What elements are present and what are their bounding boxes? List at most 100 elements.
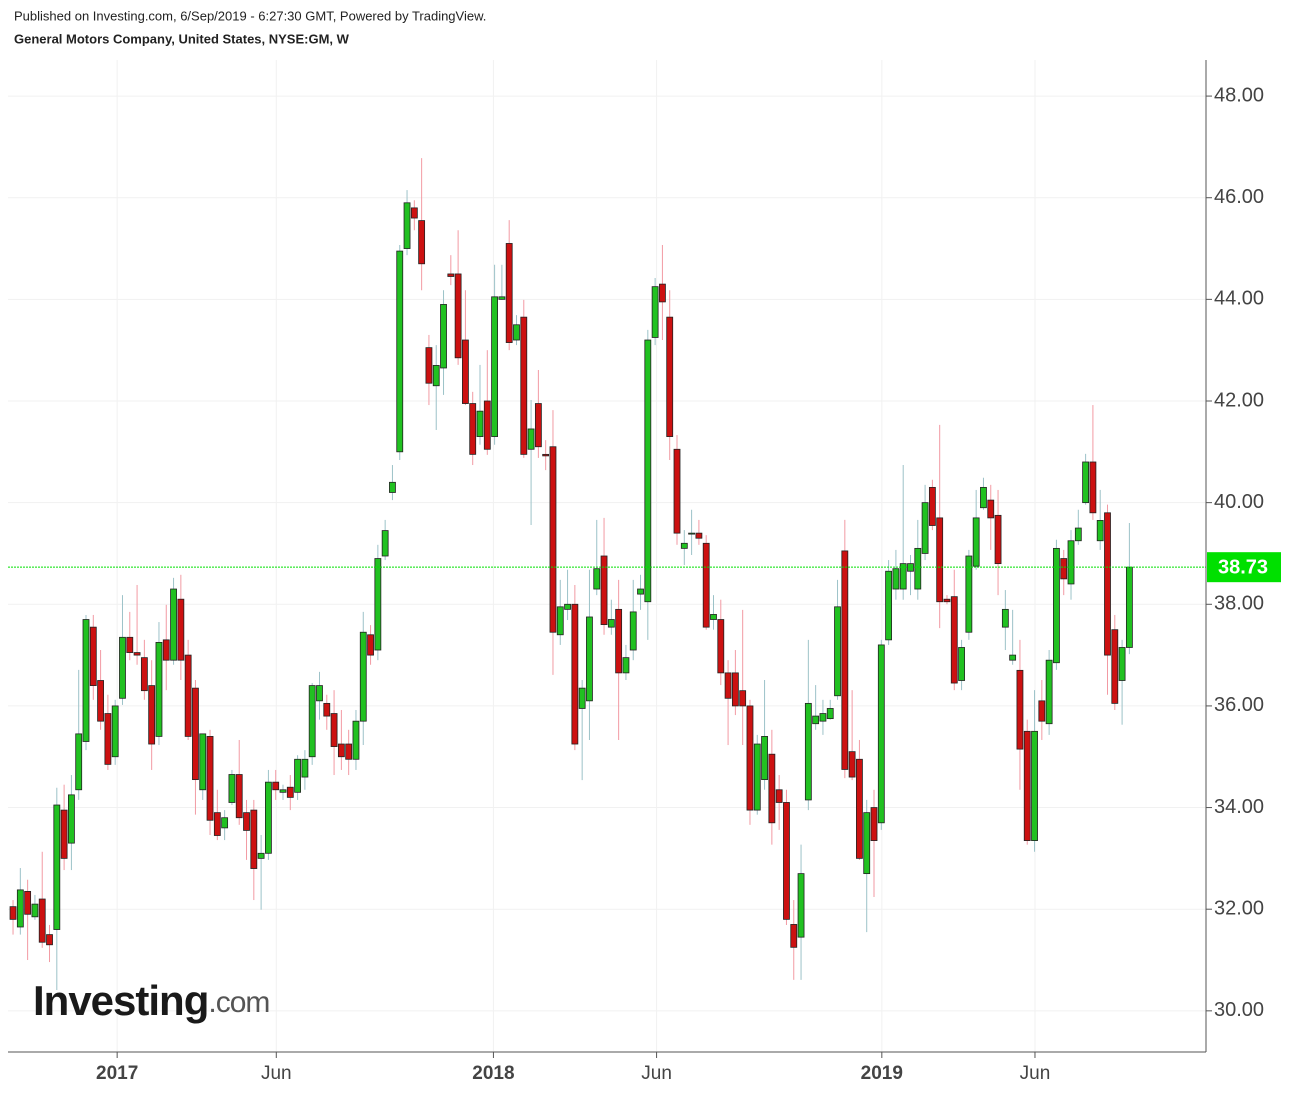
candle-body — [294, 758, 301, 793]
candle-body — [177, 598, 185, 661]
candle-body — [928, 486, 936, 526]
candle-body — [111, 705, 119, 758]
axes: 30.00 32.00 34.00 36.00 38.00 40.00 42.00 44.00… — [8, 60, 1281, 1084]
candle-body — [819, 713, 827, 722]
candle-body — [921, 502, 929, 554]
candle-body — [1067, 540, 1075, 585]
candle-body — [476, 410, 484, 437]
y-tick-label: 36.00 — [1214, 694, 1264, 716]
candle-body — [892, 568, 900, 590]
candle-body — [265, 781, 272, 854]
candle-body — [1074, 527, 1082, 542]
candles — [8, 158, 1206, 990]
y-tick-label: 32.00 — [1214, 897, 1264, 919]
candle-body — [877, 644, 885, 824]
candle-body — [1096, 520, 1104, 542]
candle-body — [1009, 654, 1017, 661]
candle-body — [965, 555, 973, 633]
candle-body — [702, 542, 710, 628]
y-tick-label: 38.00 — [1214, 593, 1264, 615]
candle-body — [483, 400, 491, 450]
candle-body — [1016, 669, 1024, 750]
candle-body — [228, 774, 236, 803]
candle-body — [549, 446, 557, 633]
candle-body — [607, 619, 615, 628]
candle-body — [600, 555, 608, 626]
candle-body — [556, 606, 564, 636]
candle-body — [97, 680, 104, 722]
candle-body — [16, 889, 24, 928]
candle-body — [761, 736, 768, 781]
candle-body — [673, 448, 681, 534]
candle-body — [440, 304, 447, 369]
y-tick-label: 40.00 — [1214, 491, 1264, 513]
candle-body — [505, 243, 513, 343]
candle-body — [790, 924, 798, 948]
candle-body — [184, 654, 192, 737]
candle-body — [155, 641, 163, 737]
candle-body — [235, 774, 243, 819]
candle-body — [396, 250, 404, 453]
candle-body — [987, 499, 995, 519]
candle-body — [1045, 659, 1053, 725]
candle-body — [425, 347, 433, 384]
candle-body — [24, 891, 32, 915]
candle-body — [213, 812, 221, 836]
candle-body — [221, 817, 229, 829]
candle-body — [418, 220, 426, 265]
candle-body — [119, 636, 126, 699]
candle-body — [571, 603, 579, 745]
candle-body — [950, 596, 958, 684]
candle-body — [994, 514, 1002, 565]
x-tick-label: Jun — [261, 1063, 292, 1084]
candle-body — [710, 614, 717, 620]
candle-body — [885, 570, 893, 641]
candle-body — [89, 626, 97, 686]
candle-body — [60, 809, 68, 859]
candle-body — [520, 316, 528, 455]
candle-body — [731, 672, 739, 707]
candle-body — [162, 639, 170, 661]
candle-body — [739, 690, 747, 707]
published-note: Published on Investing.com, 6/Sep/2019 -… — [14, 8, 486, 23]
candle-body — [126, 636, 134, 653]
candle-body — [629, 611, 637, 651]
candle-body — [272, 781, 280, 791]
y-tick-label: 34.00 — [1214, 796, 1264, 818]
candle-body — [958, 647, 965, 681]
candle-body — [534, 403, 542, 448]
candle-body — [542, 453, 550, 457]
x-tick-label: 2019 — [861, 1063, 903, 1084]
candle-body — [578, 687, 586, 709]
x-tick-label: 2017 — [96, 1063, 138, 1084]
y-tick-label: 44.00 — [1214, 288, 1264, 310]
candle-body — [352, 720, 360, 760]
candle-body — [1125, 566, 1133, 648]
candle-body — [381, 530, 389, 557]
candle-body — [622, 657, 630, 674]
candle-body — [75, 733, 83, 791]
candle-body — [593, 568, 601, 590]
candle-body — [783, 802, 790, 920]
candle-body — [133, 652, 141, 656]
candle-body — [695, 532, 703, 539]
candle-body — [279, 789, 287, 793]
x-tick-label: 2018 — [472, 1063, 514, 1084]
candle-body — [1031, 730, 1038, 841]
y-tick-label: 46.00 — [1214, 186, 1264, 208]
candle-body — [688, 532, 696, 535]
candle-body — [432, 365, 440, 387]
logo-name: Investing — [33, 977, 208, 1024]
candle-body — [301, 758, 309, 778]
candle-body — [615, 608, 623, 674]
logo: Investing.com — [33, 977, 269, 1024]
last-price-label: 38.73 — [1218, 556, 1268, 578]
candle-body — [140, 657, 148, 692]
candle-body — [586, 616, 593, 702]
candle-body — [972, 517, 980, 567]
y-tick-label: 48.00 — [1214, 84, 1264, 106]
candle-body — [345, 743, 353, 760]
candle-body — [717, 619, 725, 674]
candle-body — [359, 631, 367, 722]
